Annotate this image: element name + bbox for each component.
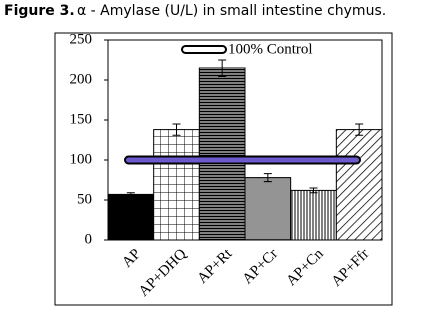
error-bar bbox=[126, 192, 135, 197]
y-tick-label: 200 bbox=[70, 71, 93, 87]
x-tick-label: AP+Cn bbox=[284, 246, 328, 290]
bar bbox=[107, 193, 155, 241]
y-tick-label: 100 bbox=[70, 151, 93, 167]
y-tick-label: 150 bbox=[70, 111, 93, 127]
figure-label: Figure 3. bbox=[4, 3, 75, 19]
error-bar bbox=[309, 187, 318, 194]
bar bbox=[244, 177, 292, 241]
bar bbox=[290, 189, 337, 241]
x-tick-label: AP+Rt bbox=[195, 245, 236, 286]
legend-label: 100% Control bbox=[228, 41, 313, 57]
bar bbox=[198, 67, 246, 241]
bar bbox=[335, 129, 383, 241]
error-bar bbox=[355, 123, 364, 136]
frame bbox=[54, 32, 393, 306]
x-tick-label: AP+Cr bbox=[240, 246, 281, 287]
error-bar bbox=[172, 123, 181, 136]
x-tick-label: AP+DHQ bbox=[136, 246, 190, 300]
y-tick-label: 0 bbox=[85, 231, 93, 247]
y-tick-label: 50 bbox=[77, 191, 92, 207]
x-tick-label: AP+Ffr bbox=[329, 246, 373, 290]
y-tick-label: 250 bbox=[70, 31, 93, 47]
reference-line bbox=[124, 155, 361, 165]
bar bbox=[153, 129, 200, 241]
error-bar bbox=[218, 59, 227, 77]
legend-swatch bbox=[181, 45, 227, 54]
chart-title: α - Amylase (U/L) in small intestine chy… bbox=[77, 3, 386, 19]
error-bar bbox=[263, 173, 272, 183]
x-tick-label: AP bbox=[119, 246, 144, 271]
